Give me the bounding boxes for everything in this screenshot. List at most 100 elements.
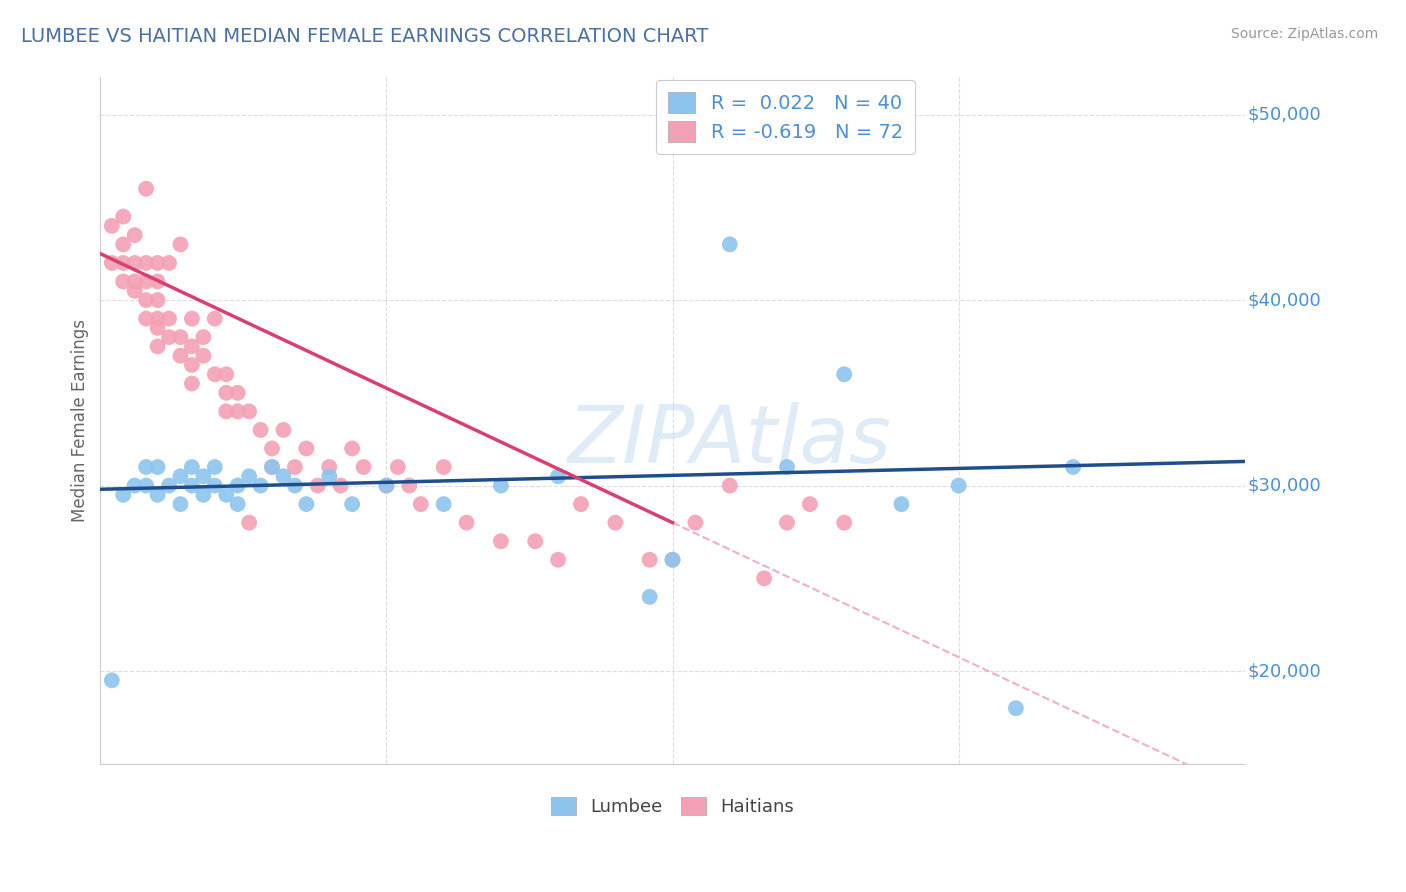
Point [215,404,238,418]
Point [318,460,340,475]
Point [569,497,592,511]
Point [169,469,191,483]
Point [489,478,512,492]
Point [180,376,202,391]
Point [456,516,478,530]
Point [524,534,547,549]
Point [832,368,855,382]
Point [1005,701,1028,715]
Point [112,275,135,289]
Point [238,516,260,530]
Text: $30,000: $30,000 [1247,476,1320,494]
Point [180,311,202,326]
Point [193,488,215,502]
Point [226,385,249,400]
Point [685,516,707,530]
Text: $50,000: $50,000 [1247,105,1320,123]
Point [193,330,215,344]
Point [101,256,124,270]
Point [375,478,398,492]
Point [180,358,202,372]
Point [226,404,249,418]
Point [124,275,146,289]
Point [433,460,456,475]
Point [135,460,157,475]
Point [375,478,398,492]
Point [776,460,799,475]
Point [204,460,226,475]
Point [260,442,283,456]
Point [101,673,124,688]
Point [340,497,363,511]
Point [547,553,569,567]
Point [146,275,169,289]
Point [284,478,307,492]
Point [135,311,157,326]
Legend: Lumbee, Haitians: Lumbee, Haitians [544,789,801,823]
Point [340,442,363,456]
Point [226,478,249,492]
Point [387,460,409,475]
Point [398,478,420,492]
Point [605,516,627,530]
Text: ZIPAtlas: ZIPAtlas [568,402,891,480]
Point [101,219,124,233]
Point [112,256,135,270]
Point [180,339,202,353]
Text: LUMBEE VS HAITIAN MEDIAN FEMALE EARNINGS CORRELATION CHART: LUMBEE VS HAITIAN MEDIAN FEMALE EARNINGS… [21,27,709,45]
Point [124,284,146,298]
Point [295,497,318,511]
Point [890,497,912,511]
Point [409,497,432,511]
Point [718,478,741,492]
Text: Source: ZipAtlas.com: Source: ZipAtlas.com [1230,27,1378,41]
Point [260,460,283,475]
Point [193,349,215,363]
Point [238,404,260,418]
Point [204,311,226,326]
Point [135,478,157,492]
Text: $20,000: $20,000 [1247,662,1320,680]
Point [638,553,661,567]
Point [433,497,456,511]
Point [307,478,329,492]
Point [799,497,821,511]
Point [215,385,238,400]
Point [146,321,169,335]
Point [204,368,226,382]
Point [169,330,191,344]
Point [146,293,169,307]
Y-axis label: Median Female Earnings: Median Female Earnings [72,319,89,522]
Point [146,460,169,475]
Point [146,256,169,270]
Point [146,488,169,502]
Point [135,275,157,289]
Point [169,497,191,511]
Point [215,488,238,502]
Point [273,469,295,483]
Point [135,256,157,270]
Point [284,460,307,475]
Point [547,469,569,483]
Point [776,516,799,530]
Text: $40,000: $40,000 [1247,291,1320,309]
Point [204,478,226,492]
Point [832,516,855,530]
Point [124,478,146,492]
Point [638,590,661,604]
Point [948,478,970,492]
Point [112,210,135,224]
Point [193,469,215,483]
Point [661,553,683,567]
Point [146,311,169,326]
Point [157,478,180,492]
Point [112,488,135,502]
Point [215,368,238,382]
Point [135,293,157,307]
Point [260,460,283,475]
Point [238,469,260,483]
Point [353,460,375,475]
Point [273,423,295,437]
Point [135,182,157,196]
Point [329,478,352,492]
